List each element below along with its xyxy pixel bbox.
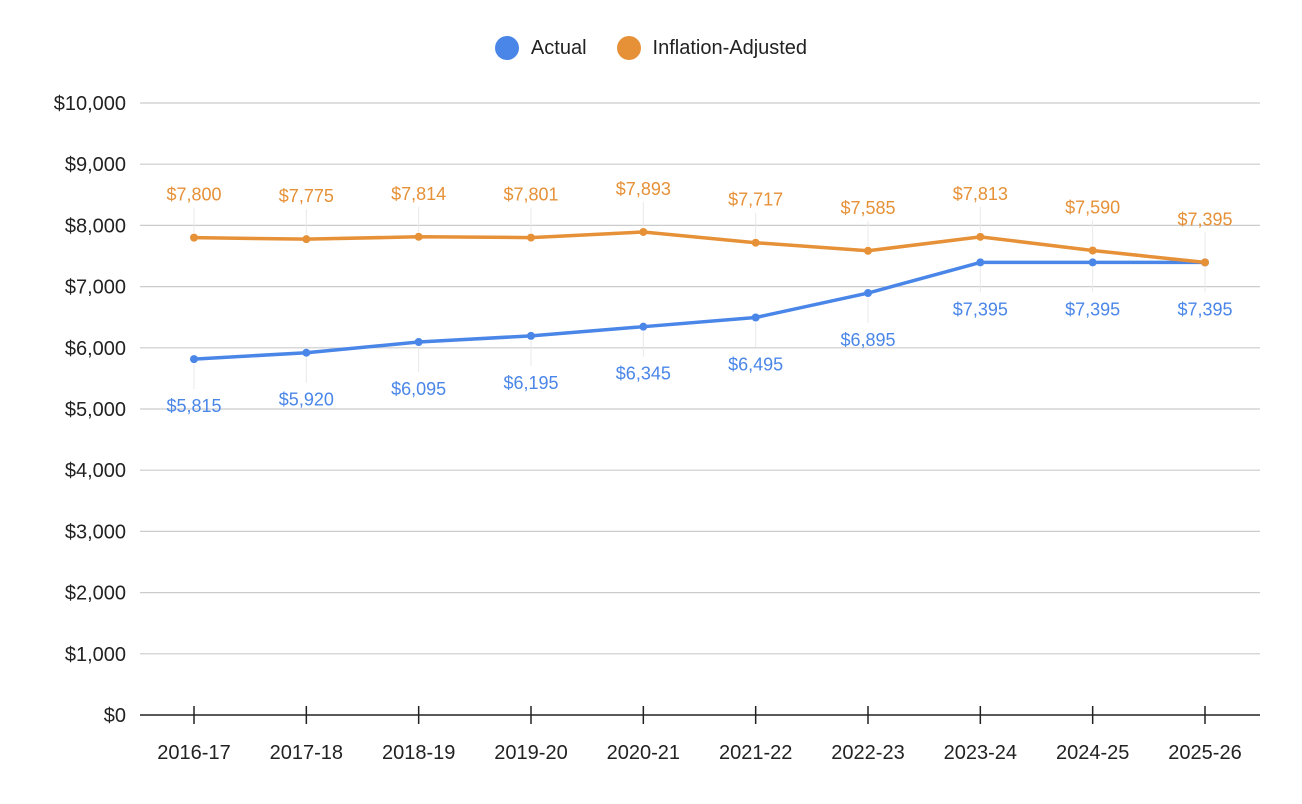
y-tick-label: $10,000 — [54, 93, 126, 115]
data-point — [864, 289, 872, 298]
data-point — [414, 337, 423, 346]
data-point — [302, 235, 311, 244]
data-point — [527, 233, 535, 242]
data-point — [864, 246, 872, 255]
x-tick-label: 2021-22 — [719, 742, 792, 764]
data-label: $5,920 — [279, 390, 334, 410]
chart-legend: Actual Inflation-Adjusted — [0, 36, 1302, 60]
legend-swatch-actual — [494, 36, 519, 60]
data-label: $7,395 — [1177, 299, 1232, 319]
data-label: $7,801 — [503, 185, 558, 205]
data-point — [751, 238, 760, 247]
data-point — [190, 355, 198, 364]
x-tick-label: 2024-25 — [1056, 742, 1129, 764]
data-label: $5,815 — [166, 396, 221, 416]
data-label: $7,814 — [391, 184, 446, 204]
data-label: $6,495 — [728, 355, 783, 375]
series-line-actual — [193, 260, 1205, 361]
y-tick-label: $6,000 — [65, 338, 126, 360]
data-label: $7,590 — [1065, 197, 1120, 217]
legend-item-actual[interactable]: Actual — [494, 36, 587, 60]
data-label: $7,585 — [840, 198, 895, 218]
data-label: $6,345 — [616, 364, 671, 384]
x-tick-label: 2018-19 — [382, 742, 455, 764]
y-tick-label: $9,000 — [65, 154, 126, 176]
y-tick-label: $4,000 — [65, 460, 126, 482]
data-label: $6,895 — [840, 330, 895, 350]
y-tick-label: $1,000 — [65, 644, 126, 666]
x-tick-label: 2016-17 — [157, 742, 230, 764]
legend-label-inflation-adjusted: Inflation-Adjusted — [652, 36, 808, 59]
x-tick-label: 2023-24 — [944, 742, 1017, 764]
data-point — [639, 322, 648, 331]
data-label: $7,813 — [953, 184, 1008, 204]
data-label: $7,893 — [616, 179, 671, 199]
legend-item-inflation-adjusted[interactable]: Inflation-Adjusted — [616, 36, 808, 60]
data-point — [639, 227, 648, 236]
data-point — [302, 348, 311, 357]
data-label: $7,717 — [728, 190, 783, 210]
y-tick-label: $5,000 — [65, 399, 126, 421]
data-label: $7,395 — [1065, 299, 1120, 319]
y-tick-label: $3,000 — [65, 521, 126, 543]
x-tick-label: 2022-23 — [831, 742, 904, 764]
legend-swatch-inflation-adjusted — [616, 36, 641, 60]
data-point — [1201, 258, 1209, 267]
y-tick-label: $7,000 — [65, 277, 126, 299]
data-point — [1088, 258, 1097, 267]
series-line-inflation-adjusted — [193, 230, 1206, 265]
data-label: $7,800 — [166, 185, 221, 205]
data-label: $7,395 — [1177, 209, 1232, 229]
x-tick-label: 2017-18 — [270, 742, 343, 764]
x-tick-label: 2025-26 — [1168, 742, 1241, 764]
x-tick-label: 2019-20 — [494, 742, 567, 764]
data-point — [976, 258, 985, 267]
data-point — [190, 233, 198, 242]
data-point — [751, 313, 760, 322]
data-point — [1088, 246, 1097, 255]
y-tick-label: $0 — [104, 705, 126, 727]
y-tick-label: $2,000 — [65, 583, 126, 605]
data-label: $6,095 — [391, 379, 446, 399]
x-tick-label: 2020-21 — [607, 742, 680, 764]
data-point — [414, 232, 423, 241]
legend-label-actual: Actual — [530, 36, 587, 59]
data-label: $6,195 — [503, 373, 558, 393]
data-point — [976, 232, 985, 241]
data-label: $7,775 — [279, 186, 334, 206]
y-tick-label: $8,000 — [65, 215, 126, 237]
data-point — [527, 331, 535, 340]
data-label: $7,395 — [953, 299, 1008, 319]
